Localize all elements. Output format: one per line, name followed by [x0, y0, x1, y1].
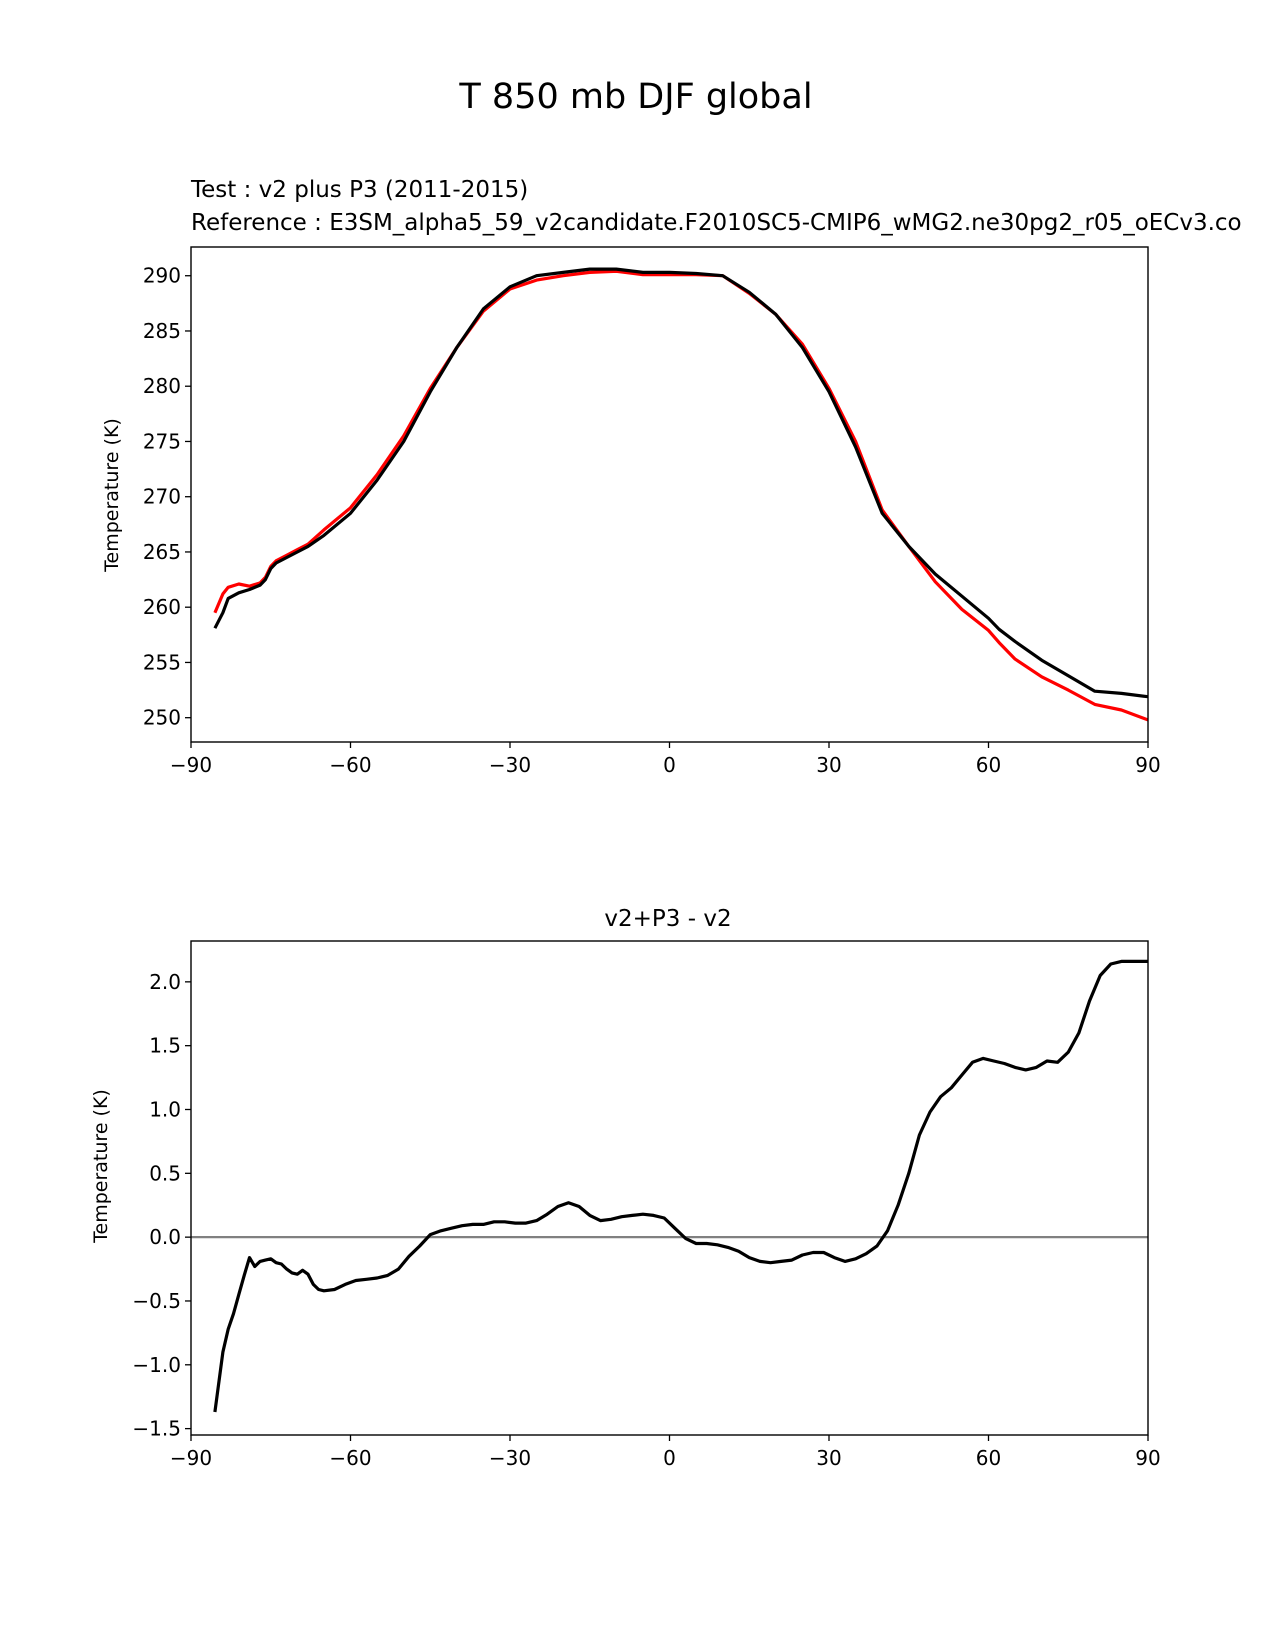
bottom-x-tick-label: 30 — [816, 1446, 841, 1470]
top-y-tick-label: 290 — [143, 264, 181, 288]
test-label: Test : v2 plus P3 (2011-2015) — [190, 177, 528, 203]
bottom-y-tick-label: 1.5 — [149, 1034, 181, 1058]
bottom-y-tick-label: 0.0 — [149, 1225, 181, 1249]
bottom-x-tick-label: 90 — [1135, 1446, 1160, 1470]
top-x-tick-label: −60 — [329, 753, 371, 777]
figure-title: T 850 mb DJF global — [458, 77, 812, 117]
top-y-tick-label: 280 — [143, 374, 181, 398]
panel-bottom: v2+P3 - v2 Temperature (K) −90 −60 −30 0 30 6… — [90, 906, 1161, 1470]
bottom-panel-title: v2+P3 - v2 — [604, 906, 731, 932]
top-x-tick-label: 60 — [976, 753, 1001, 777]
top-y-tick-label: 265 — [143, 540, 181, 564]
top-x-tick-label: 90 — [1135, 753, 1160, 777]
bottom-y-tick-label: −0.5 — [132, 1289, 181, 1313]
bottom-x-tick-label: −90 — [170, 1446, 212, 1470]
top-x-tick-label: −90 — [170, 753, 212, 777]
bottom-plot-area: −90 −60 −30 0 30 60 90 −1.5 −1.0 −0.5 0.0 0.5 1.0 1.5… — [132, 940, 1161, 1470]
panel-top: Test : v2 plus P3 (2011-2015) Reference … — [101, 177, 1242, 777]
top-y-tick-label: 275 — [143, 429, 181, 453]
bottom-y-axis-label: Temperature (K) — [90, 1089, 112, 1244]
bottom-y-tick-label: 2.0 — [149, 970, 181, 994]
bottom-y-tick-label: −1.5 — [132, 1417, 181, 1441]
bottom-x-tick-label: 60 — [976, 1446, 1001, 1470]
top-x-tick-label: −30 — [489, 753, 531, 777]
bottom-series-difference — [213, 959, 1148, 1413]
top-y-tick-label: 255 — [143, 650, 181, 674]
bottom-y-tick-label: 0.5 — [149, 1161, 181, 1185]
bottom-x-tick-label: −30 — [489, 1446, 531, 1470]
top-x-tick-label: 0 — [663, 753, 676, 777]
reference-label: Reference : E3SM_alpha5_59_v2candidate.F… — [191, 210, 1242, 236]
top-y-axis-label: Temperature (K) — [101, 418, 123, 573]
top-y-tick-label: 260 — [143, 595, 181, 619]
top-x-tick-label: 30 — [816, 753, 841, 777]
top-y-tick-label: 270 — [143, 485, 181, 509]
bottom-x-tick-label: −60 — [329, 1446, 371, 1470]
bottom-x-tick-label: 0 — [663, 1446, 676, 1470]
top-y-tick-label: 285 — [143, 319, 181, 343]
top-y-tick-label: 250 — [143, 706, 181, 730]
bottom-y-tick-label: 1.0 — [149, 1097, 181, 1121]
top-plot-area: −90 −60 −30 0 30 60 90 250 255 260 265 270 275 280 285… — [143, 246, 1161, 777]
bottom-y-tick-label: −1.0 — [132, 1353, 181, 1377]
top-series-test — [213, 267, 1148, 699]
